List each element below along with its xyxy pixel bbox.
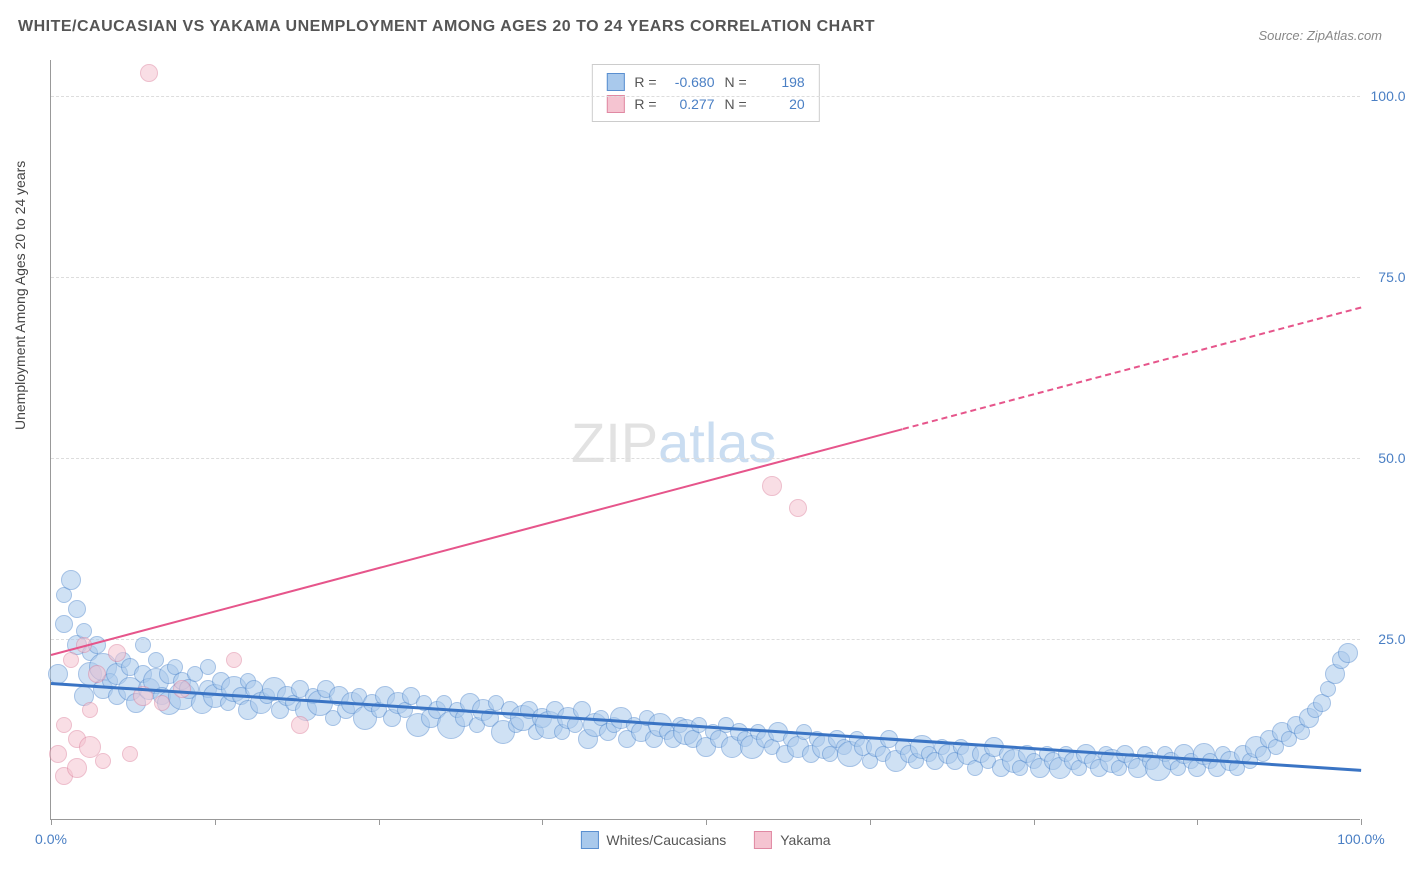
x-tick [379, 819, 380, 825]
trend-line [902, 306, 1361, 430]
data-point [68, 600, 86, 618]
legend-label: Yakama [780, 832, 830, 848]
legend-swatch [754, 831, 772, 849]
n-value: 198 [757, 71, 805, 93]
y-tick-label: 100.0% [1371, 88, 1406, 104]
x-tick [706, 819, 707, 825]
r-value: -0.680 [667, 71, 715, 93]
legend-label: Whites/Caucasians [606, 832, 726, 848]
source-attribution: Source: ZipAtlas.com [1258, 28, 1382, 43]
legend-swatch [580, 831, 598, 849]
x-tick [215, 819, 216, 825]
x-tick-label: 0.0% [35, 831, 67, 847]
legend-row: R = -0.680 N = 198 [606, 71, 804, 93]
legend-item: Whites/Caucasians [580, 831, 726, 849]
plot-area: ZIPatlas R =-0.680N =198R =0.277N =20 Wh… [50, 60, 1360, 820]
y-tick-label: 50.0% [1378, 450, 1406, 466]
legend-item: Yakama [754, 831, 830, 849]
legend-swatch [606, 95, 624, 113]
data-point [88, 665, 106, 683]
legend-swatch [606, 73, 624, 91]
data-point [63, 652, 79, 668]
chart-title: WHITE/CAUCASIAN VS YAKAMA UNEMPLOYMENT A… [18, 18, 875, 36]
data-point [49, 745, 67, 763]
data-point [82, 702, 98, 718]
x-tick [1197, 819, 1198, 825]
x-tick [870, 819, 871, 825]
watermark: ZIPatlas [571, 410, 776, 475]
data-point [226, 652, 242, 668]
x-tick-label: 100.0% [1337, 831, 1384, 847]
data-point [154, 695, 170, 711]
data-point [173, 680, 191, 698]
data-point [1338, 643, 1358, 663]
gridline [51, 639, 1360, 640]
data-point [291, 716, 309, 734]
data-point [61, 570, 81, 590]
n-label: N = [725, 71, 747, 93]
gridline [51, 458, 1360, 459]
data-point [140, 64, 158, 82]
gridline [51, 277, 1360, 278]
data-point [55, 615, 73, 633]
data-point [122, 746, 138, 762]
trend-line [51, 428, 903, 656]
data-point [135, 637, 151, 653]
data-point [56, 717, 72, 733]
data-point [108, 644, 126, 662]
data-point [148, 652, 164, 668]
gridline [51, 96, 1360, 97]
trend-line [51, 682, 1361, 772]
x-tick [51, 819, 52, 825]
data-point [789, 499, 807, 517]
x-tick [1034, 819, 1035, 825]
x-tick [542, 819, 543, 825]
data-point [1313, 694, 1331, 712]
y-tick-label: 25.0% [1378, 631, 1406, 647]
data-point [200, 659, 216, 675]
data-point [67, 758, 87, 778]
data-point [95, 753, 111, 769]
r-label: R = [634, 71, 656, 93]
data-point [762, 476, 782, 496]
x-tick [1361, 819, 1362, 825]
legend-correlation-box: R =-0.680N =198R =0.277N =20 [591, 64, 819, 122]
legend-series: Whites/Caucasians Yakama [580, 831, 830, 849]
y-tick-label: 75.0% [1378, 269, 1406, 285]
y-axis-label: Unemployment Among Ages 20 to 24 years [12, 161, 28, 430]
